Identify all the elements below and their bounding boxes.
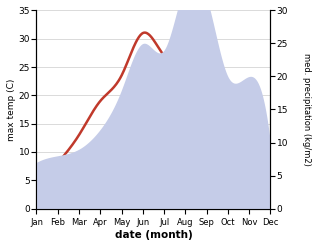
Y-axis label: med. precipitation (kg/m2): med. precipitation (kg/m2) (302, 53, 311, 166)
Y-axis label: max temp (C): max temp (C) (7, 78, 16, 141)
X-axis label: date (month): date (month) (114, 230, 192, 240)
